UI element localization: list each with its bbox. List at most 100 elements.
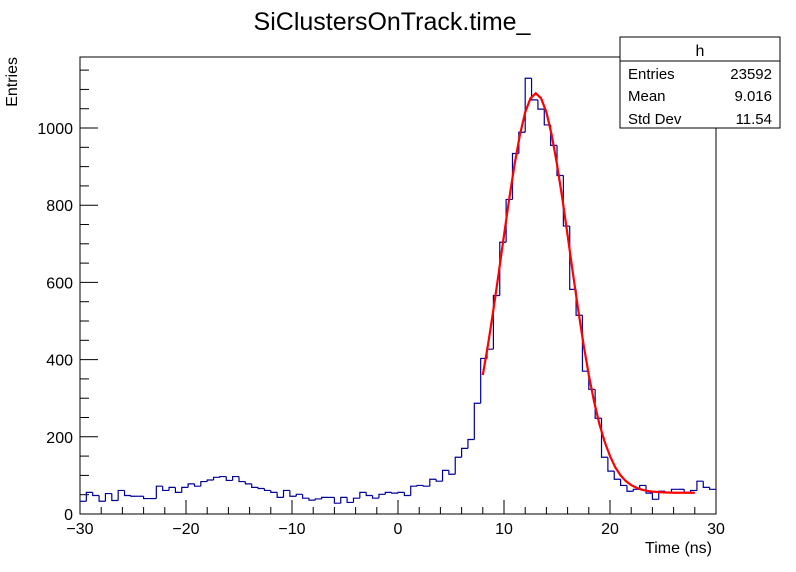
histogram-bin bbox=[537, 99, 545, 110]
histogram-bin bbox=[620, 479, 627, 487]
histogram-bin bbox=[123, 490, 131, 497]
histogram-bin bbox=[282, 489, 290, 498]
histogram-bin bbox=[346, 497, 354, 504]
histogram-bin bbox=[530, 78, 538, 101]
histogram-bin bbox=[467, 438, 475, 449]
histogram-bin bbox=[702, 481, 710, 488]
histogram-bin bbox=[276, 492, 284, 499]
histogram-bin bbox=[651, 493, 659, 500]
fit-curve bbox=[481, 91, 695, 494]
histogram-bin bbox=[104, 492, 112, 502]
histogram-bin bbox=[365, 492, 373, 497]
histogram-bin bbox=[333, 497, 341, 504]
histogram-bin bbox=[295, 493, 303, 497]
histogram-bin bbox=[441, 469, 449, 482]
histogram-bin bbox=[461, 447, 468, 458]
histogram-bin bbox=[302, 494, 309, 499]
histogram-bin bbox=[193, 483, 201, 487]
x-tick-label: 10 bbox=[495, 521, 513, 538]
histogram-bin bbox=[391, 492, 398, 494]
x-axis-label: Time (ns) bbox=[645, 540, 712, 557]
histogram-bin bbox=[270, 490, 278, 493]
stats-entries-label: Entries bbox=[628, 66, 675, 83]
histogram-bin bbox=[492, 294, 500, 350]
histogram-bin bbox=[111, 493, 119, 502]
histogram-bin bbox=[92, 492, 100, 497]
histogram-bin bbox=[143, 496, 150, 500]
histogram-bin bbox=[219, 475, 227, 478]
x-tick-label: −30 bbox=[66, 521, 93, 538]
histogram-bin bbox=[645, 485, 653, 494]
histogram-series bbox=[80, 77, 716, 504]
histogram-bin bbox=[174, 487, 182, 493]
histogram-bin bbox=[607, 457, 615, 472]
histogram-bin bbox=[410, 485, 418, 496]
histogram-bin bbox=[321, 496, 329, 499]
histogram-bin bbox=[556, 145, 564, 177]
histogram-bin bbox=[613, 471, 621, 480]
y-tick-label: 400 bbox=[46, 353, 73, 370]
y-tick-label: 200 bbox=[46, 430, 73, 447]
histogram-bin bbox=[257, 487, 265, 490]
x-tick-label: 20 bbox=[601, 521, 619, 538]
y-tick-label: 0 bbox=[64, 507, 73, 524]
histogram-bin bbox=[168, 486, 176, 491]
histogram-bin bbox=[187, 483, 195, 488]
histogram-bin bbox=[155, 485, 163, 499]
y-axis-label: Entries bbox=[4, 57, 21, 107]
y-tick-label: 800 bbox=[46, 198, 73, 215]
histogram-bin bbox=[340, 496, 348, 504]
chart-title: SiClustersOnTrack.time_ bbox=[254, 8, 532, 36]
histogram-bin bbox=[352, 497, 360, 503]
histogram-bin bbox=[200, 480, 208, 487]
histogram-bin bbox=[473, 402, 481, 440]
stats-mean-label: Mean bbox=[628, 88, 666, 105]
stats-stddev-value: 11.54 bbox=[736, 111, 772, 128]
histogram-bin bbox=[416, 484, 424, 487]
histogram-bin bbox=[429, 478, 437, 487]
histogram-bin bbox=[263, 488, 271, 492]
histogram-bin bbox=[206, 479, 214, 482]
stats-box: h Entries 23592 Mean 9.016 Std Dev 11.54 bbox=[619, 36, 781, 129]
axis-ticks: −30 −20 −10 0 10 20 30 0 200 400 600 800 1000 bbox=[37, 69, 725, 538]
histogram-bin bbox=[594, 389, 602, 419]
histogram-bin bbox=[397, 491, 405, 494]
stats-mean-value: 9.016 bbox=[734, 88, 772, 105]
x-tick-label: 30 bbox=[707, 521, 725, 538]
histogram-bin bbox=[448, 470, 456, 475]
x-tick-label: −10 bbox=[278, 521, 305, 538]
histogram-bin bbox=[117, 489, 125, 501]
histogram-bin bbox=[709, 487, 716, 490]
histogram-bin bbox=[384, 491, 392, 495]
stats-title: h bbox=[696, 43, 705, 60]
histogram-bin bbox=[626, 485, 634, 492]
histogram-bin bbox=[85, 491, 93, 502]
histogram-bin bbox=[181, 486, 189, 493]
histogram-bin bbox=[251, 483, 259, 488]
histogram-bin bbox=[308, 498, 316, 501]
x-tick-label: −20 bbox=[172, 521, 199, 538]
histogram-bin bbox=[403, 492, 411, 497]
histogram-bin bbox=[696, 480, 704, 491]
stats-entries-value: 23592 bbox=[730, 66, 772, 83]
histogram-bin bbox=[422, 485, 430, 487]
histogram-bin bbox=[562, 175, 570, 227]
histogram-bin bbox=[244, 481, 252, 485]
histogram-bin bbox=[289, 490, 297, 497]
histogram-bin bbox=[378, 493, 386, 499]
y-tick-label: 600 bbox=[46, 275, 73, 292]
y-tick-label: 1000 bbox=[37, 121, 73, 138]
histogram-bin bbox=[98, 495, 106, 502]
x-tick-label: 0 bbox=[394, 521, 403, 538]
histogram-bin bbox=[225, 476, 233, 482]
stats-stddev-label: Std Dev bbox=[628, 111, 682, 128]
histogram-bin bbox=[314, 498, 322, 501]
histogram-bin bbox=[371, 495, 379, 499]
histogram-bin bbox=[238, 476, 246, 483]
histogram-bin bbox=[670, 488, 678, 493]
histogram-bin bbox=[435, 479, 443, 482]
histogram-bin bbox=[232, 475, 239, 481]
histogram-bin bbox=[130, 495, 138, 497]
histogram-bin bbox=[359, 491, 367, 499]
